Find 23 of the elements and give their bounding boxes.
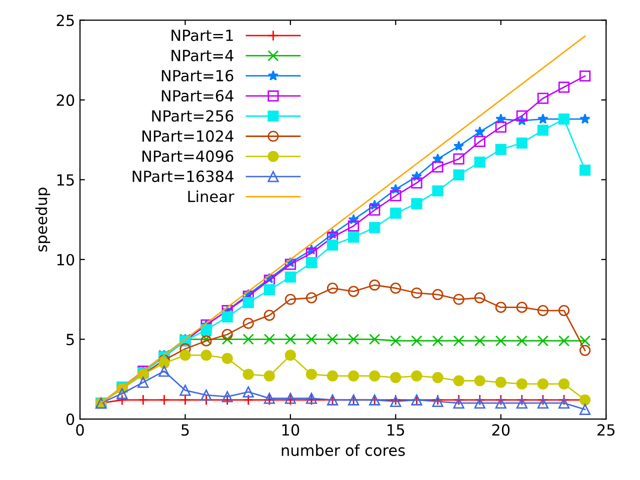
x-tick-label: 5 — [182, 424, 189, 436]
y-tick-label: 25 — [56, 14, 74, 26]
legend-label: NPart=1 — [172, 30, 233, 42]
legend-label: NPart=16 — [162, 70, 234, 82]
y-tick-label: 20 — [56, 94, 74, 106]
x-axis-title: number of cores — [282, 444, 405, 456]
legend-label: NPart=4 — [172, 50, 234, 62]
y-tick-label: 5 — [66, 334, 74, 346]
y-tick-label: 15 — [57, 174, 74, 186]
x-tick-label: 25 — [597, 424, 614, 436]
x-tick-label: 15 — [388, 424, 404, 436]
legend-label: Linear — [188, 190, 234, 202]
legend-label: NPart=4096 — [142, 150, 234, 162]
legend-label: NPart=1024 — [142, 130, 234, 142]
x-tick-label: 20 — [492, 424, 510, 436]
y-axis-title: speedup — [35, 188, 50, 252]
legend-label: NPart=16384 — [132, 170, 234, 182]
y-tick-label: 0 — [66, 414, 74, 426]
y-tick-label: 10 — [57, 254, 74, 266]
x-tick-label: 10 — [282, 424, 300, 436]
legend-label: NPart=256 — [152, 110, 234, 122]
legend-label: NPart=64 — [162, 90, 234, 102]
x-tick-label: 0 — [76, 424, 84, 436]
